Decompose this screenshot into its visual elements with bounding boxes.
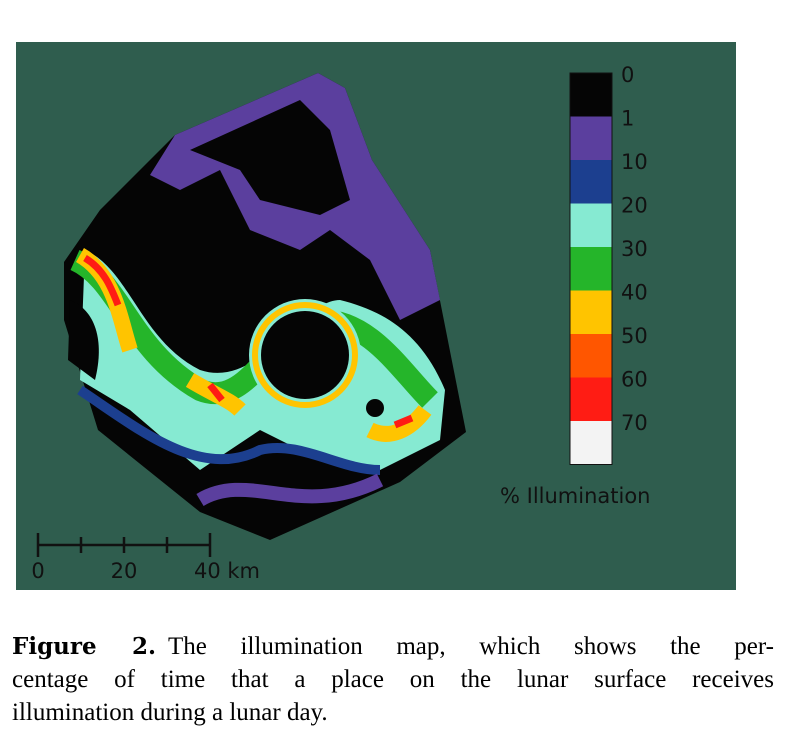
colorbar-title: % Illumination <box>500 484 651 508</box>
caption-text: The illumination map, which shows the pe… <box>168 633 774 660</box>
colorbar-label: 10 <box>621 150 648 174</box>
colorbar-swatch <box>570 116 612 161</box>
colorbar-label: 30 <box>621 237 648 261</box>
scale-label: 0 <box>31 559 44 583</box>
caption-label: Figure 2. <box>12 633 157 660</box>
colorbar-label: 40 <box>621 281 648 305</box>
colorbar-swatch <box>570 334 612 378</box>
colorbar-frame <box>569 72 613 465</box>
colorbar-label: 20 <box>621 194 648 218</box>
colorbar-label: 70 <box>621 411 648 435</box>
colorbar-label: 1 <box>621 107 634 131</box>
colorbar-label: 60 <box>621 368 648 392</box>
caption-line: illumination during a lunar day. <box>12 699 328 726</box>
colorbar-label: 50 <box>621 324 648 348</box>
figure-image: 0 1 10 20 30 40 50 60 70 % Illumination 0 20 40 … <box>16 42 736 590</box>
colorbar-swatch <box>570 203 612 248</box>
colorbar-swatch <box>570 247 612 291</box>
colorbar-swatch <box>570 160 612 204</box>
caption-line: Figure 2. The illumination map, which sho… <box>12 630 774 663</box>
colorbar-swatch <box>570 73 612 117</box>
scale-label: 20 <box>111 559 138 583</box>
colorbar-swatch <box>570 290 612 335</box>
colorbar: 0 1 10 20 30 40 50 60 70 <box>569 63 648 465</box>
colorbar-swatch <box>570 421 612 465</box>
scale-label: 40 km <box>194 559 260 583</box>
illumination-map <box>64 73 466 540</box>
caption: Figure 2. The illumination map, which sho… <box>12 630 774 729</box>
scale-bar <box>36 533 212 557</box>
colorbar-label: 0 <box>621 63 634 87</box>
caption-line: centage of time that a place on the luna… <box>12 666 774 693</box>
colorbar-swatch <box>570 377 612 422</box>
